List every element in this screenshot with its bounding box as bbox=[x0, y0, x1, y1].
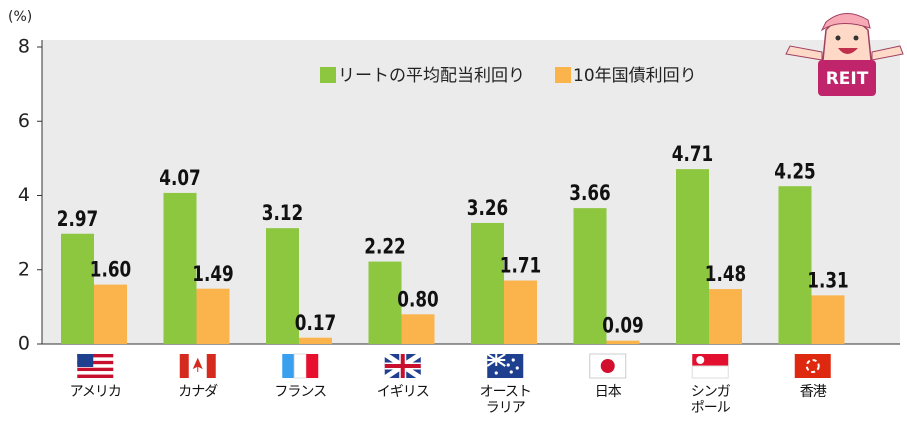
value-label: 1.48 bbox=[705, 262, 746, 286]
flag-part bbox=[77, 364, 114, 368]
bar bbox=[676, 169, 709, 344]
value-label: 4.07 bbox=[159, 166, 200, 190]
value-label: 0.17 bbox=[295, 311, 336, 335]
bar bbox=[299, 337, 332, 344]
value-label: 1.49 bbox=[192, 262, 233, 286]
x-tick-label: イギリス bbox=[376, 384, 430, 400]
bar bbox=[573, 208, 607, 344]
value-label: 0.80 bbox=[397, 288, 438, 312]
bar bbox=[778, 186, 812, 344]
flag bbox=[691, 354, 729, 379]
bar bbox=[401, 314, 435, 344]
value-label: 1.31 bbox=[807, 269, 848, 293]
flag-part bbox=[805, 359, 820, 373]
x-tick-label: オースト ラリア bbox=[479, 384, 532, 416]
flag-part bbox=[282, 354, 295, 378]
bar bbox=[163, 192, 197, 344]
x-tick-label: 香港 bbox=[799, 384, 827, 400]
y-axis-unit: (%) bbox=[8, 9, 32, 25]
flag-part bbox=[515, 366, 519, 370]
bar bbox=[606, 340, 640, 344]
flag bbox=[589, 353, 627, 379]
value-label: 4.25 bbox=[774, 160, 815, 184]
flag-part bbox=[306, 354, 319, 378]
value-label: 0.09 bbox=[602, 314, 643, 338]
flag bbox=[179, 354, 216, 378]
flag-part bbox=[77, 354, 94, 367]
value-label: 3.66 bbox=[569, 181, 610, 205]
legend-label: リートの平均配当利回り bbox=[338, 66, 525, 86]
value-label: 4.71 bbox=[672, 142, 713, 166]
bar bbox=[61, 233, 94, 344]
value-label: 1.71 bbox=[500, 254, 541, 278]
legend-label: 10年国債利回り bbox=[573, 66, 697, 86]
flag-part bbox=[77, 367, 114, 372]
flag-part bbox=[77, 374, 114, 378]
bar bbox=[368, 261, 402, 344]
flag-part bbox=[486, 353, 506, 367]
flag-part bbox=[696, 356, 705, 364]
mascot-label: REIT bbox=[826, 69, 869, 89]
legend-swatch bbox=[320, 67, 336, 83]
value-label: 1.60 bbox=[90, 258, 131, 282]
value-label: 2.97 bbox=[57, 207, 98, 231]
flag-part bbox=[600, 359, 615, 373]
flag-part bbox=[192, 357, 203, 372]
bar bbox=[504, 280, 537, 344]
flag-part bbox=[509, 370, 513, 374]
legend-swatch bbox=[555, 67, 571, 83]
bar bbox=[266, 228, 299, 344]
flag-part bbox=[506, 363, 510, 367]
x-tick-label: カナダ bbox=[178, 384, 218, 400]
flag-part bbox=[77, 357, 114, 361]
mascot: REIT bbox=[785, 13, 904, 96]
flag bbox=[794, 354, 831, 378]
y-tick-label: 0 bbox=[18, 333, 30, 355]
flag-part bbox=[77, 371, 114, 375]
bar bbox=[196, 288, 230, 344]
flag bbox=[77, 354, 114, 378]
flag-part bbox=[77, 360, 114, 365]
x-tick-label: 日本 bbox=[594, 384, 622, 400]
flag-part bbox=[77, 354, 114, 358]
bar bbox=[811, 295, 845, 344]
y-tick-label: 8 bbox=[18, 36, 30, 58]
value-label: 3.12 bbox=[262, 201, 303, 225]
flag-part bbox=[293, 353, 307, 379]
flag-part bbox=[511, 358, 515, 362]
flag bbox=[486, 353, 524, 378]
flag-part bbox=[794, 354, 831, 378]
bar bbox=[94, 284, 127, 344]
x-tick-label: シンガ ポール bbox=[690, 384, 731, 416]
x-tick-label: アメリカ bbox=[69, 384, 122, 400]
flag-part bbox=[494, 371, 498, 375]
flag-part bbox=[691, 365, 729, 379]
value-label: 2.22 bbox=[364, 235, 405, 259]
value-label: 3.26 bbox=[467, 196, 508, 220]
flag bbox=[383, 351, 423, 381]
x-tick-label: フランス bbox=[274, 384, 327, 400]
bar bbox=[709, 289, 742, 344]
y-tick-label: 6 bbox=[18, 110, 30, 132]
flag-part bbox=[384, 354, 421, 378]
y-tick-label: 2 bbox=[18, 258, 30, 280]
y-tick-label: 4 bbox=[18, 184, 30, 206]
bar bbox=[471, 222, 504, 344]
flag bbox=[282, 353, 319, 379]
